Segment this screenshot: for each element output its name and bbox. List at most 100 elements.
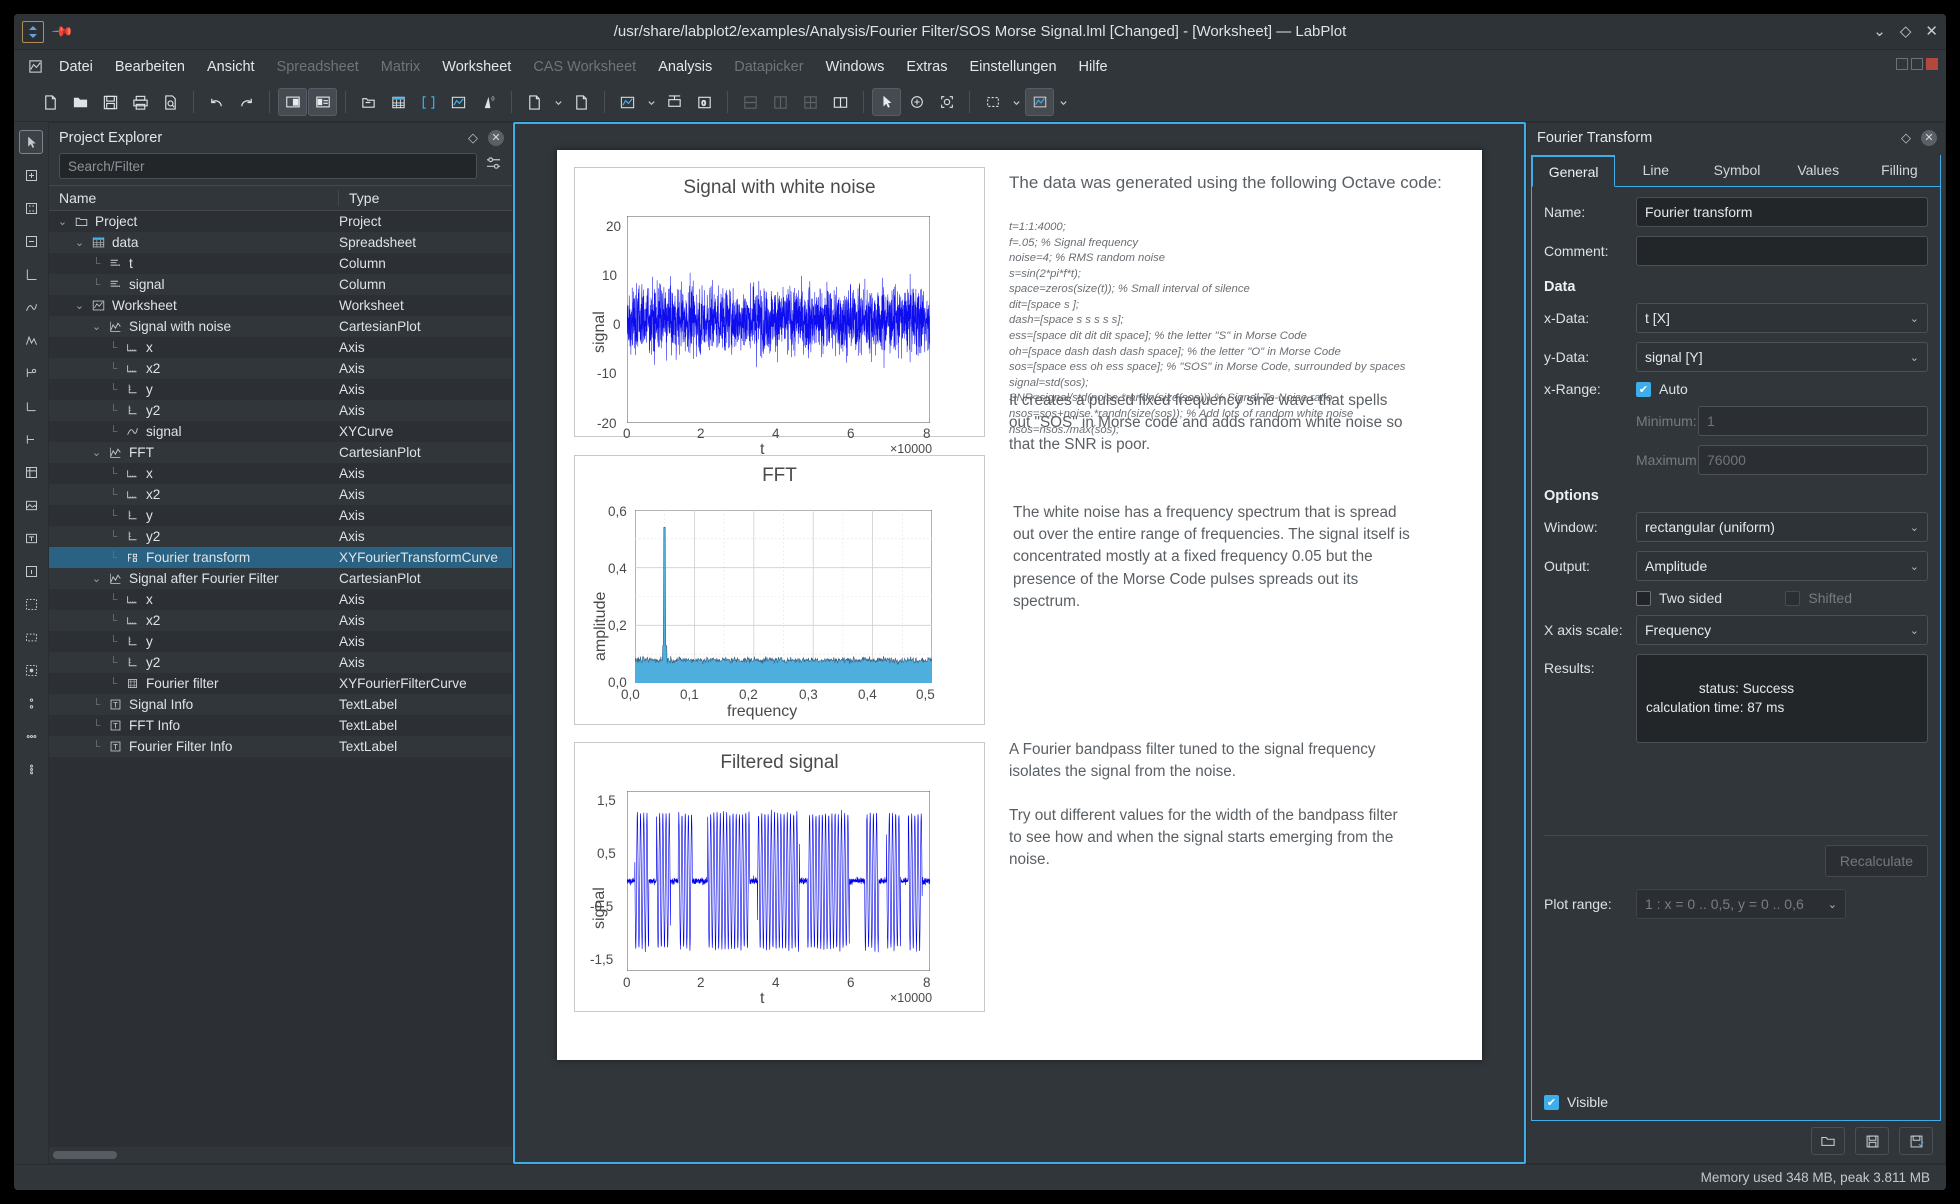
mdi-close-button[interactable]: [1926, 58, 1938, 70]
tab-values[interactable]: Values: [1797, 162, 1840, 178]
tree-row-signal[interactable]: └ signal XYCurve: [49, 421, 512, 442]
import-dropdown-icon[interactable]: [550, 88, 566, 116]
plot-area-mode-icon[interactable]: [1025, 88, 1054, 116]
print-icon[interactable]: [126, 88, 155, 116]
save-template-icon[interactable]: [1855, 1127, 1889, 1155]
plotrange-select[interactable]: 1 : x = 0 .. 0,5, y = 0 .. 0,6 ⌄: [1636, 889, 1846, 919]
plot-filtered-signal[interactable]: Filtered signal signal 1,5 0,5 -0,5 -1,5: [574, 742, 985, 1012]
select-cursor-icon[interactable]: [872, 88, 901, 116]
tool-curve-icon[interactable]: [19, 295, 43, 319]
column-header-type[interactable]: Type: [349, 190, 380, 206]
tree-row-fft-info[interactable]: └ FFT Info TextLabel: [49, 715, 512, 736]
tree-row-y2[interactable]: └ y2 Axis: [49, 526, 512, 547]
expander-chevron-icon[interactable]: ⌄: [91, 321, 102, 333]
comment-input[interactable]: [1636, 236, 1928, 266]
tool-table-icon[interactable]: [19, 460, 43, 484]
xdata-select[interactable]: t [X] ⌄: [1636, 303, 1928, 333]
menu-item-hilfe[interactable]: Hilfe: [1078, 58, 1108, 75]
mdi-restore-button[interactable]: [1911, 58, 1923, 70]
tree-row-fourier-transform[interactable]: └ Fourier transform XYFourierTransformCurv…: [49, 547, 512, 568]
tool-histogram-icon[interactable]: [19, 328, 43, 352]
expander-chevron-icon[interactable]: ⌄: [91, 573, 102, 585]
tree-row-signal-info[interactable]: └ Signal Info TextLabel: [49, 694, 512, 715]
tree-row-y[interactable]: └ y Axis: [49, 505, 512, 526]
new-notes-icon[interactable]: 0: [474, 88, 503, 116]
plot-area[interactable]: [626, 215, 931, 424]
menu-item-worksheet[interactable]: Worksheet: [442, 58, 512, 75]
visible-checkbox[interactable]: ✔: [1544, 1094, 1559, 1110]
recalculate-button[interactable]: Recalculate: [1824, 845, 1928, 877]
plot-area[interactable]: [634, 509, 933, 684]
minimum-input[interactable]: 1: [1698, 406, 1928, 436]
menu-item-analysis[interactable]: Analysis: [658, 58, 713, 75]
menu-item-einstellungen[interactable]: Einstellungen: [969, 58, 1057, 75]
tree-row-y[interactable]: └ y Axis: [49, 631, 512, 652]
expander-chevron-icon[interactable]: ⌄: [74, 300, 85, 312]
properties-toggle-icon[interactable]: [308, 88, 337, 116]
add-plot-icon[interactable]: [613, 88, 642, 116]
pin-icon[interactable]: 📌: [51, 19, 75, 43]
tool-boxplot-icon[interactable]: [19, 361, 43, 385]
tool-legend-icon[interactable]: [19, 427, 43, 451]
expander-chevron-icon[interactable]: ⌄: [91, 447, 102, 459]
undo-icon[interactable]: [202, 88, 231, 116]
tool-image-icon[interactable]: [19, 493, 43, 517]
tree-row-signal-with-noise[interactable]: ⌄ Signal with noise CartesianPlot: [49, 316, 512, 337]
tool-reference-line-icon[interactable]: [19, 592, 43, 616]
menu-item-datei[interactable]: Datei: [59, 58, 93, 75]
menu-item-windows[interactable]: Windows: [825, 58, 885, 75]
octave-heading-label[interactable]: The data was generated using the followi…: [1009, 173, 1442, 192]
add-plot-dropdown-icon[interactable]: [643, 88, 659, 116]
project-explorer-toggle-icon[interactable]: [278, 88, 307, 116]
plot-fft[interactable]: FFT amplitude 0,6 0,4 0,2 0,0: [574, 455, 985, 725]
add-legend-icon[interactable]: [660, 88, 689, 116]
save-icon[interactable]: [96, 88, 125, 116]
window-select[interactable]: rectangular (uniform) ⌄: [1636, 512, 1928, 542]
mouse-mode-icon[interactable]: [978, 88, 1007, 116]
maximize-button[interactable]: ◇: [1899, 23, 1912, 40]
redo-icon[interactable]: [232, 88, 261, 116]
menu-item-bearbeiten[interactable]: Bearbeiten: [114, 58, 185, 75]
app-menu-icon[interactable]: [22, 59, 48, 74]
signal-info-label[interactable]: It creates a pulsed fixed frequency sine…: [1009, 392, 1403, 454]
tree-row-fourier-filter-info[interactable]: └ Fourier Filter Info TextLabel: [49, 736, 512, 757]
float-icon[interactable]: ◇: [468, 130, 478, 145]
tool-info-icon[interactable]: [19, 559, 43, 583]
tree-row-x[interactable]: └ x Axis: [49, 589, 512, 610]
close-button[interactable]: ✕: [1925, 23, 1938, 40]
maximum-input[interactable]: 76000: [1698, 445, 1928, 475]
tool-extra-icon[interactable]: [19, 757, 43, 781]
menu-item-extras[interactable]: Extras: [906, 58, 948, 75]
tree-row-y2[interactable]: └ y2 Axis: [49, 652, 512, 673]
tree-row-signal[interactable]: └ signal Column: [49, 274, 512, 295]
export-icon[interactable]: [567, 88, 596, 116]
expander-chevron-icon[interactable]: ⌄: [74, 237, 85, 249]
plot-area[interactable]: [626, 790, 931, 972]
output-select[interactable]: Amplitude ⌄: [1636, 551, 1928, 581]
tab-symbol[interactable]: Symbol: [1713, 162, 1761, 178]
zoom-select-icon[interactable]: [902, 88, 931, 116]
tool-zoom-out-icon[interactable]: [19, 229, 43, 253]
menu-item-ansicht[interactable]: Ansicht: [207, 58, 255, 75]
tool-reference-range-icon[interactable]: [19, 625, 43, 649]
xaxisscale-select[interactable]: Frequency ⌄: [1636, 615, 1928, 645]
tree-row-project[interactable]: ⌄ Project Project: [49, 211, 512, 232]
layout-none-icon[interactable]: [826, 88, 855, 116]
tool-axis-icon[interactable]: [19, 262, 43, 286]
auto-checkbox[interactable]: ✔: [1636, 381, 1651, 397]
tool-datapicker-icon[interactable]: [19, 691, 43, 715]
new-project-icon[interactable]: [36, 88, 65, 116]
fft-info-label[interactable]: The white noise has a frequency spectrum…: [1013, 504, 1410, 610]
tool-barplot-icon[interactable]: [19, 394, 43, 418]
tool-textlabel-icon[interactable]: [19, 526, 43, 550]
tab-filling[interactable]: Filling: [1881, 162, 1918, 178]
tab-general[interactable]: General: [1532, 155, 1616, 187]
import-data-icon[interactable]: [520, 88, 549, 116]
plot-area-dropdown-icon[interactable]: [1055, 88, 1071, 116]
worksheet-view[interactable]: Signal with white noise signal 20 10 0 -…: [513, 122, 1526, 1164]
tool-custom-point-icon[interactable]: [19, 658, 43, 682]
ydata-select[interactable]: signal [Y] ⌄: [1636, 342, 1928, 372]
tree-row-x[interactable]: └ x Axis: [49, 463, 512, 484]
tree-row-y2[interactable]: └ y2 Axis: [49, 400, 512, 421]
name-input[interactable]: Fourier transform: [1636, 197, 1928, 227]
